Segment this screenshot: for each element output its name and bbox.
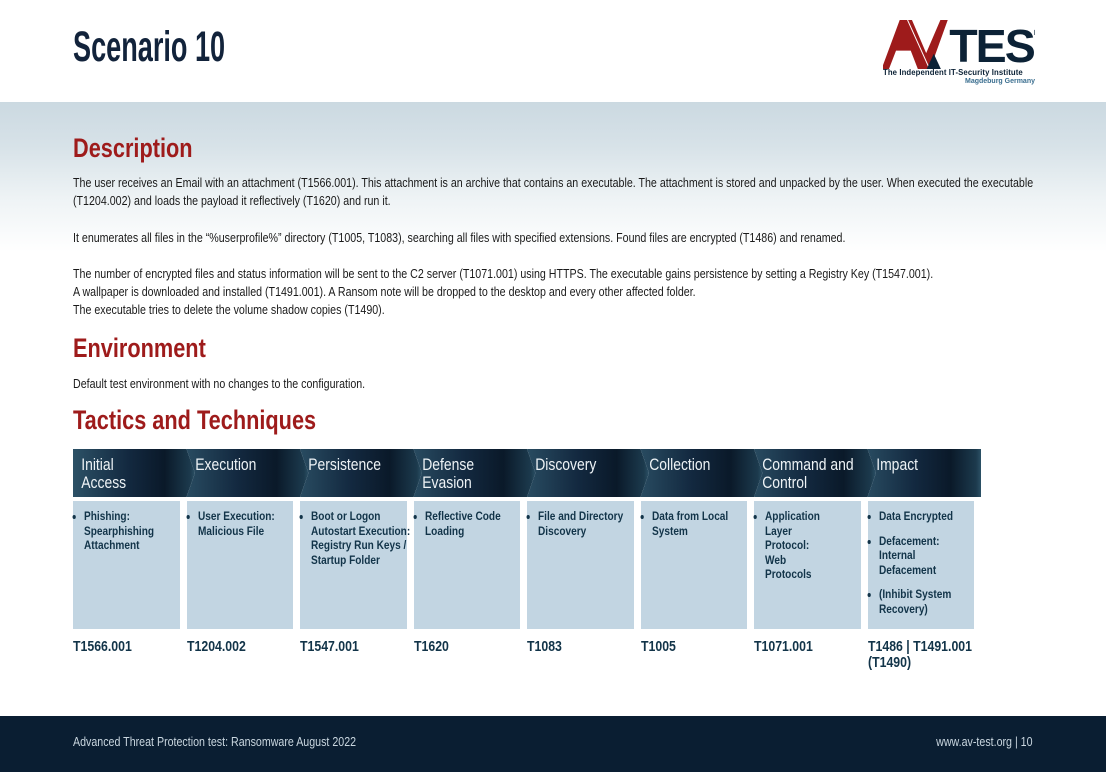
svg-text:TEST: TEST: [949, 20, 1035, 69]
